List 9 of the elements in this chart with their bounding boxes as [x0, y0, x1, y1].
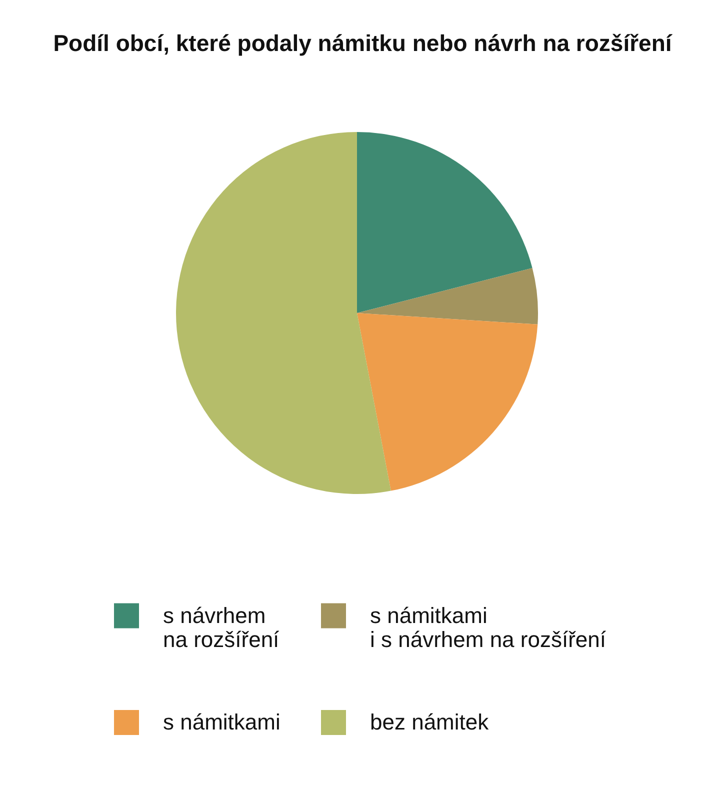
pie-slice	[176, 132, 391, 494]
chart-title: Podíl obcí, které podaly námitku nebo návrh na rozšíření	[53, 30, 672, 56]
legend-label: bez námitek	[370, 710, 490, 734]
pie-slice	[357, 313, 538, 491]
pie-slice	[357, 268, 538, 324]
pie-slice	[357, 132, 532, 313]
legend-label: s námitkami	[163, 710, 280, 734]
legend-label: s námitkami i s návrhem na rozšíření	[370, 602, 606, 652]
legend-label: s návrhem na rozšíření	[163, 602, 280, 652]
